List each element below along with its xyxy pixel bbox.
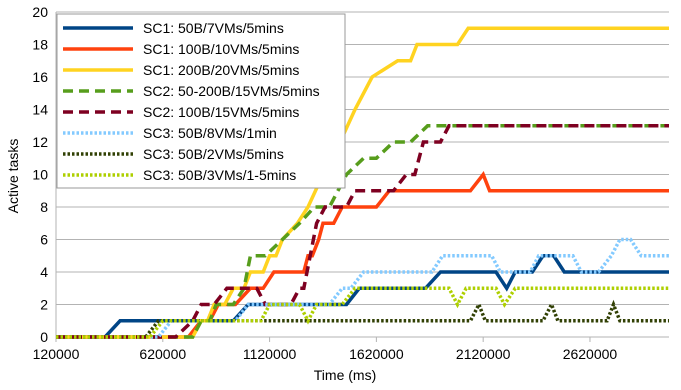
y-axis-label: Active tasks xyxy=(5,139,21,214)
y-tick-label: 12 xyxy=(32,134,48,150)
x-tick-label: 1120000 xyxy=(243,346,297,362)
y-tick-label: 10 xyxy=(32,167,48,183)
series-line-2 xyxy=(56,171,669,339)
legend-label: SC1: 50B/7VMs/5mins xyxy=(143,20,284,36)
y-tick-label: 16 xyxy=(32,69,48,85)
series-line-5 xyxy=(56,124,669,339)
legend: SC1: 50B/7VMs/5mins SC1: 100B/10VMs/5mins… xyxy=(56,13,346,189)
legend-label: SC2: 100B/15VMs/5mins xyxy=(143,104,299,120)
y-tick-label: 18 xyxy=(32,37,48,53)
series-lines xyxy=(56,26,669,339)
legend-label: SC1: 100B/10VMs/5mins xyxy=(143,41,299,57)
x-tick-label: 2620000 xyxy=(563,346,618,362)
legend-box xyxy=(56,13,346,189)
y-tick-label: 4 xyxy=(40,264,48,280)
x-tick-label: 120000 xyxy=(33,346,80,362)
series-line-6 xyxy=(56,237,669,339)
series-line-7 xyxy=(56,299,669,339)
series-line-1 xyxy=(56,254,669,339)
axes: 0 2 4 6 8 10 12 14 16 18 20 120000 620000 1120000 1620… xyxy=(32,4,669,362)
legend-label: SC3: 50B/8VMs/1min xyxy=(143,125,277,141)
y-tick-label: 14 xyxy=(32,102,48,118)
y-tick-label: 8 xyxy=(40,199,48,215)
x-tick-label: 620000 xyxy=(139,346,186,362)
x-tick-label: 2120000 xyxy=(456,346,511,362)
legend-label: SC1: 200B/20VMs/5mins xyxy=(143,62,299,78)
x-tick-label: 1620000 xyxy=(349,346,404,362)
y-tick-label: 0 xyxy=(40,329,48,345)
y-tick-label: 20 xyxy=(32,4,48,20)
legend-label: SC3: 50B/2VMs/5mins xyxy=(143,146,284,162)
series-line-4 xyxy=(56,124,669,339)
x-axis-label: Time (ms) xyxy=(314,367,376,383)
y-tick-label: 2 xyxy=(40,297,48,313)
y-tick-label: 6 xyxy=(40,232,48,248)
series-line-8 xyxy=(56,286,669,339)
legend-label: SC2: 50-200B/15VMs/5mins xyxy=(143,83,320,99)
legend-label: SC3: 50B/3VMs/1-5mins xyxy=(143,167,296,183)
